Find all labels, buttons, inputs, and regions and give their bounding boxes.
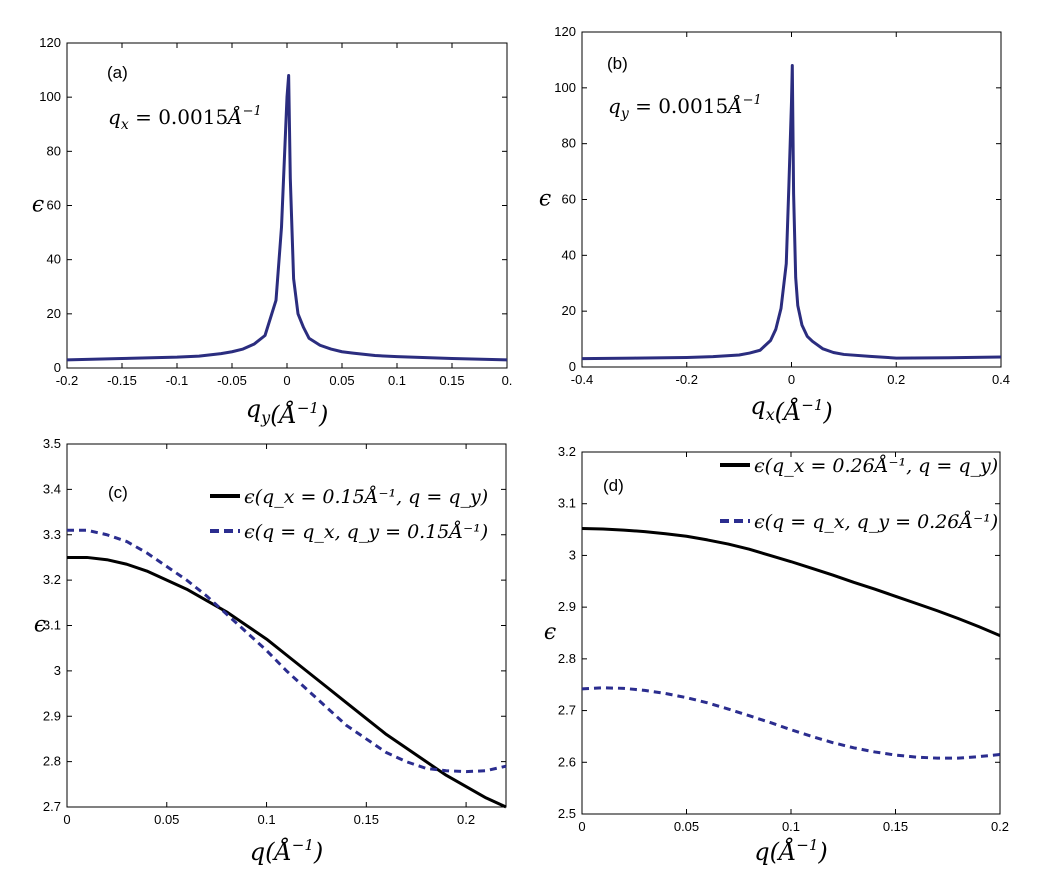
y-tick-label: 3.1 — [558, 496, 576, 511]
x-tick-label: 0.05 — [154, 812, 179, 827]
panel-b: -0.4 -0.2 0 0.2 0.4 0 20 40 60 80 100 120 ϵ qx(Å−1) (b… — [539, 24, 1010, 426]
y-tick-label: 2.6 — [558, 754, 576, 769]
y-tick-label: 2.8 — [43, 754, 61, 769]
y-tick-label: 2.7 — [43, 799, 61, 814]
panel-label: (c) — [108, 483, 128, 502]
y-axis-label: ϵ — [34, 613, 46, 638]
y-tick-label: 3.3 — [43, 527, 61, 542]
y-tick-label: 2.9 — [558, 599, 576, 614]
y-tick-label: 2.9 — [43, 708, 61, 723]
y-tick-label: 100 — [39, 89, 61, 104]
axes-frame — [581, 451, 1001, 815]
x-tick-label: 0.2 — [991, 819, 1009, 834]
panel-label: (a) — [107, 63, 128, 82]
x-axis-label: qx(Å−1) — [750, 392, 833, 426]
y-tick-label: 3.5 — [43, 436, 61, 451]
series-line-1 — [581, 64, 1002, 361]
y-tick-label: 60 — [47, 198, 61, 213]
y-tick-label: 3.2 — [43, 572, 61, 587]
y-tick-label: 3.2 — [558, 444, 576, 459]
x-tick-label: 0 — [788, 372, 795, 387]
y-tick-label: 40 — [562, 247, 576, 262]
y-tick-label: 100 — [554, 80, 576, 95]
x-tick-label: 0.15 — [883, 819, 908, 834]
y-tick-label: 80 — [562, 136, 576, 151]
panel-label: (d) — [603, 476, 624, 495]
panel-c: 0 0.05 0.1 0.15 0.2 2.7 2.8 2.9 3 3.1 3.2 3.3 3.4 3.5… — [34, 436, 507, 866]
x-tick-label: 0.4 — [992, 372, 1010, 387]
panel-a: -0.2 -0.15 -0.1 -0.05 0 0.05 0.1 0.15 0. 0 20 40 60 8… — [32, 35, 513, 429]
y-tick-label: 20 — [562, 303, 576, 318]
y-tick-label: 0 — [54, 360, 61, 375]
y-tick-label: 120 — [39, 35, 61, 50]
x-tick-label: -0.2 — [676, 372, 698, 387]
x-tick-label: 0.15 — [439, 373, 464, 388]
x-tick-label: 0 — [63, 812, 70, 827]
x-tick-label: 0.1 — [782, 819, 800, 834]
x-axis-label: qy(Å−1) — [246, 395, 329, 429]
y-axis-label: ϵ — [539, 187, 551, 212]
series-line-1 — [581, 527, 1001, 637]
x-tick-label: 0. — [502, 373, 513, 388]
y-tick-label: 60 — [562, 192, 576, 207]
legend-entry: ϵ(q_x = 0.15Å⁻¹, q = q_y) — [244, 486, 488, 508]
y-tick-label: 120 — [554, 24, 576, 39]
y-tick-label: 3 — [569, 547, 576, 562]
y-tick-label: 0 — [569, 359, 576, 374]
legend-entry: ϵ(q = q_x, q_y = 0.15Å⁻¹) — [244, 521, 488, 543]
panel-label: (b) — [607, 54, 628, 73]
annotation: qx = 0.0015Å−1 — [108, 104, 262, 133]
x-tick-label: -0.4 — [571, 372, 593, 387]
legend-entry: ϵ(q = q_x, q_y = 0.26Å⁻¹) — [754, 511, 998, 533]
x-tick-label: 0.05 — [674, 819, 699, 834]
x-tick-label: 0.1 — [258, 812, 276, 827]
y-tick-label: 20 — [47, 306, 61, 321]
y-tick-label: 3.1 — [43, 618, 61, 633]
x-axis-label: q(Å−1) — [754, 836, 828, 866]
x-tick-label: -0.1 — [166, 373, 188, 388]
y-tick-label: 2.7 — [558, 703, 576, 718]
x-tick-label: 0.2 — [887, 372, 905, 387]
legend-entry: ϵ(q_x = 0.26Å⁻¹, q = q_y) — [754, 455, 998, 477]
y-axis-label: ϵ — [544, 620, 556, 645]
x-tick-label: 0.15 — [354, 812, 379, 827]
series-line-1 — [67, 555, 507, 809]
x-tick-label: -0.15 — [107, 373, 137, 388]
panel-d: 0 0.05 0.1 0.15 0.2 2.5 2.6 2.7 2.8 2.9 3 3.1 3.2 ϵ q(… — [544, 444, 1009, 866]
y-tick-label: 80 — [47, 143, 61, 158]
x-tick-label: 0.05 — [329, 373, 354, 388]
x-axis-label: q(Å−1) — [250, 836, 324, 866]
x-tick-label: 0 — [283, 373, 290, 388]
series-line-1 — [66, 74, 508, 362]
x-tick-label: 0.2 — [457, 812, 475, 827]
y-tick-label: 2.5 — [558, 806, 576, 821]
x-tick-label: 0 — [578, 819, 585, 834]
y-tick-label: 40 — [47, 252, 61, 267]
x-tick-label: -0.2 — [56, 373, 78, 388]
series-line-2 — [581, 686, 1001, 760]
y-tick-label: 3.4 — [43, 481, 61, 496]
y-tick-label: 3 — [54, 663, 61, 678]
x-tick-label: 0.1 — [388, 373, 406, 388]
annotation: qy = 0.0015Å−1 — [608, 93, 762, 122]
y-tick-label: 2.8 — [558, 651, 576, 666]
x-tick-label: -0.05 — [217, 373, 247, 388]
y-axis-label: ϵ — [32, 193, 44, 218]
series-line-2 — [67, 528, 507, 774]
